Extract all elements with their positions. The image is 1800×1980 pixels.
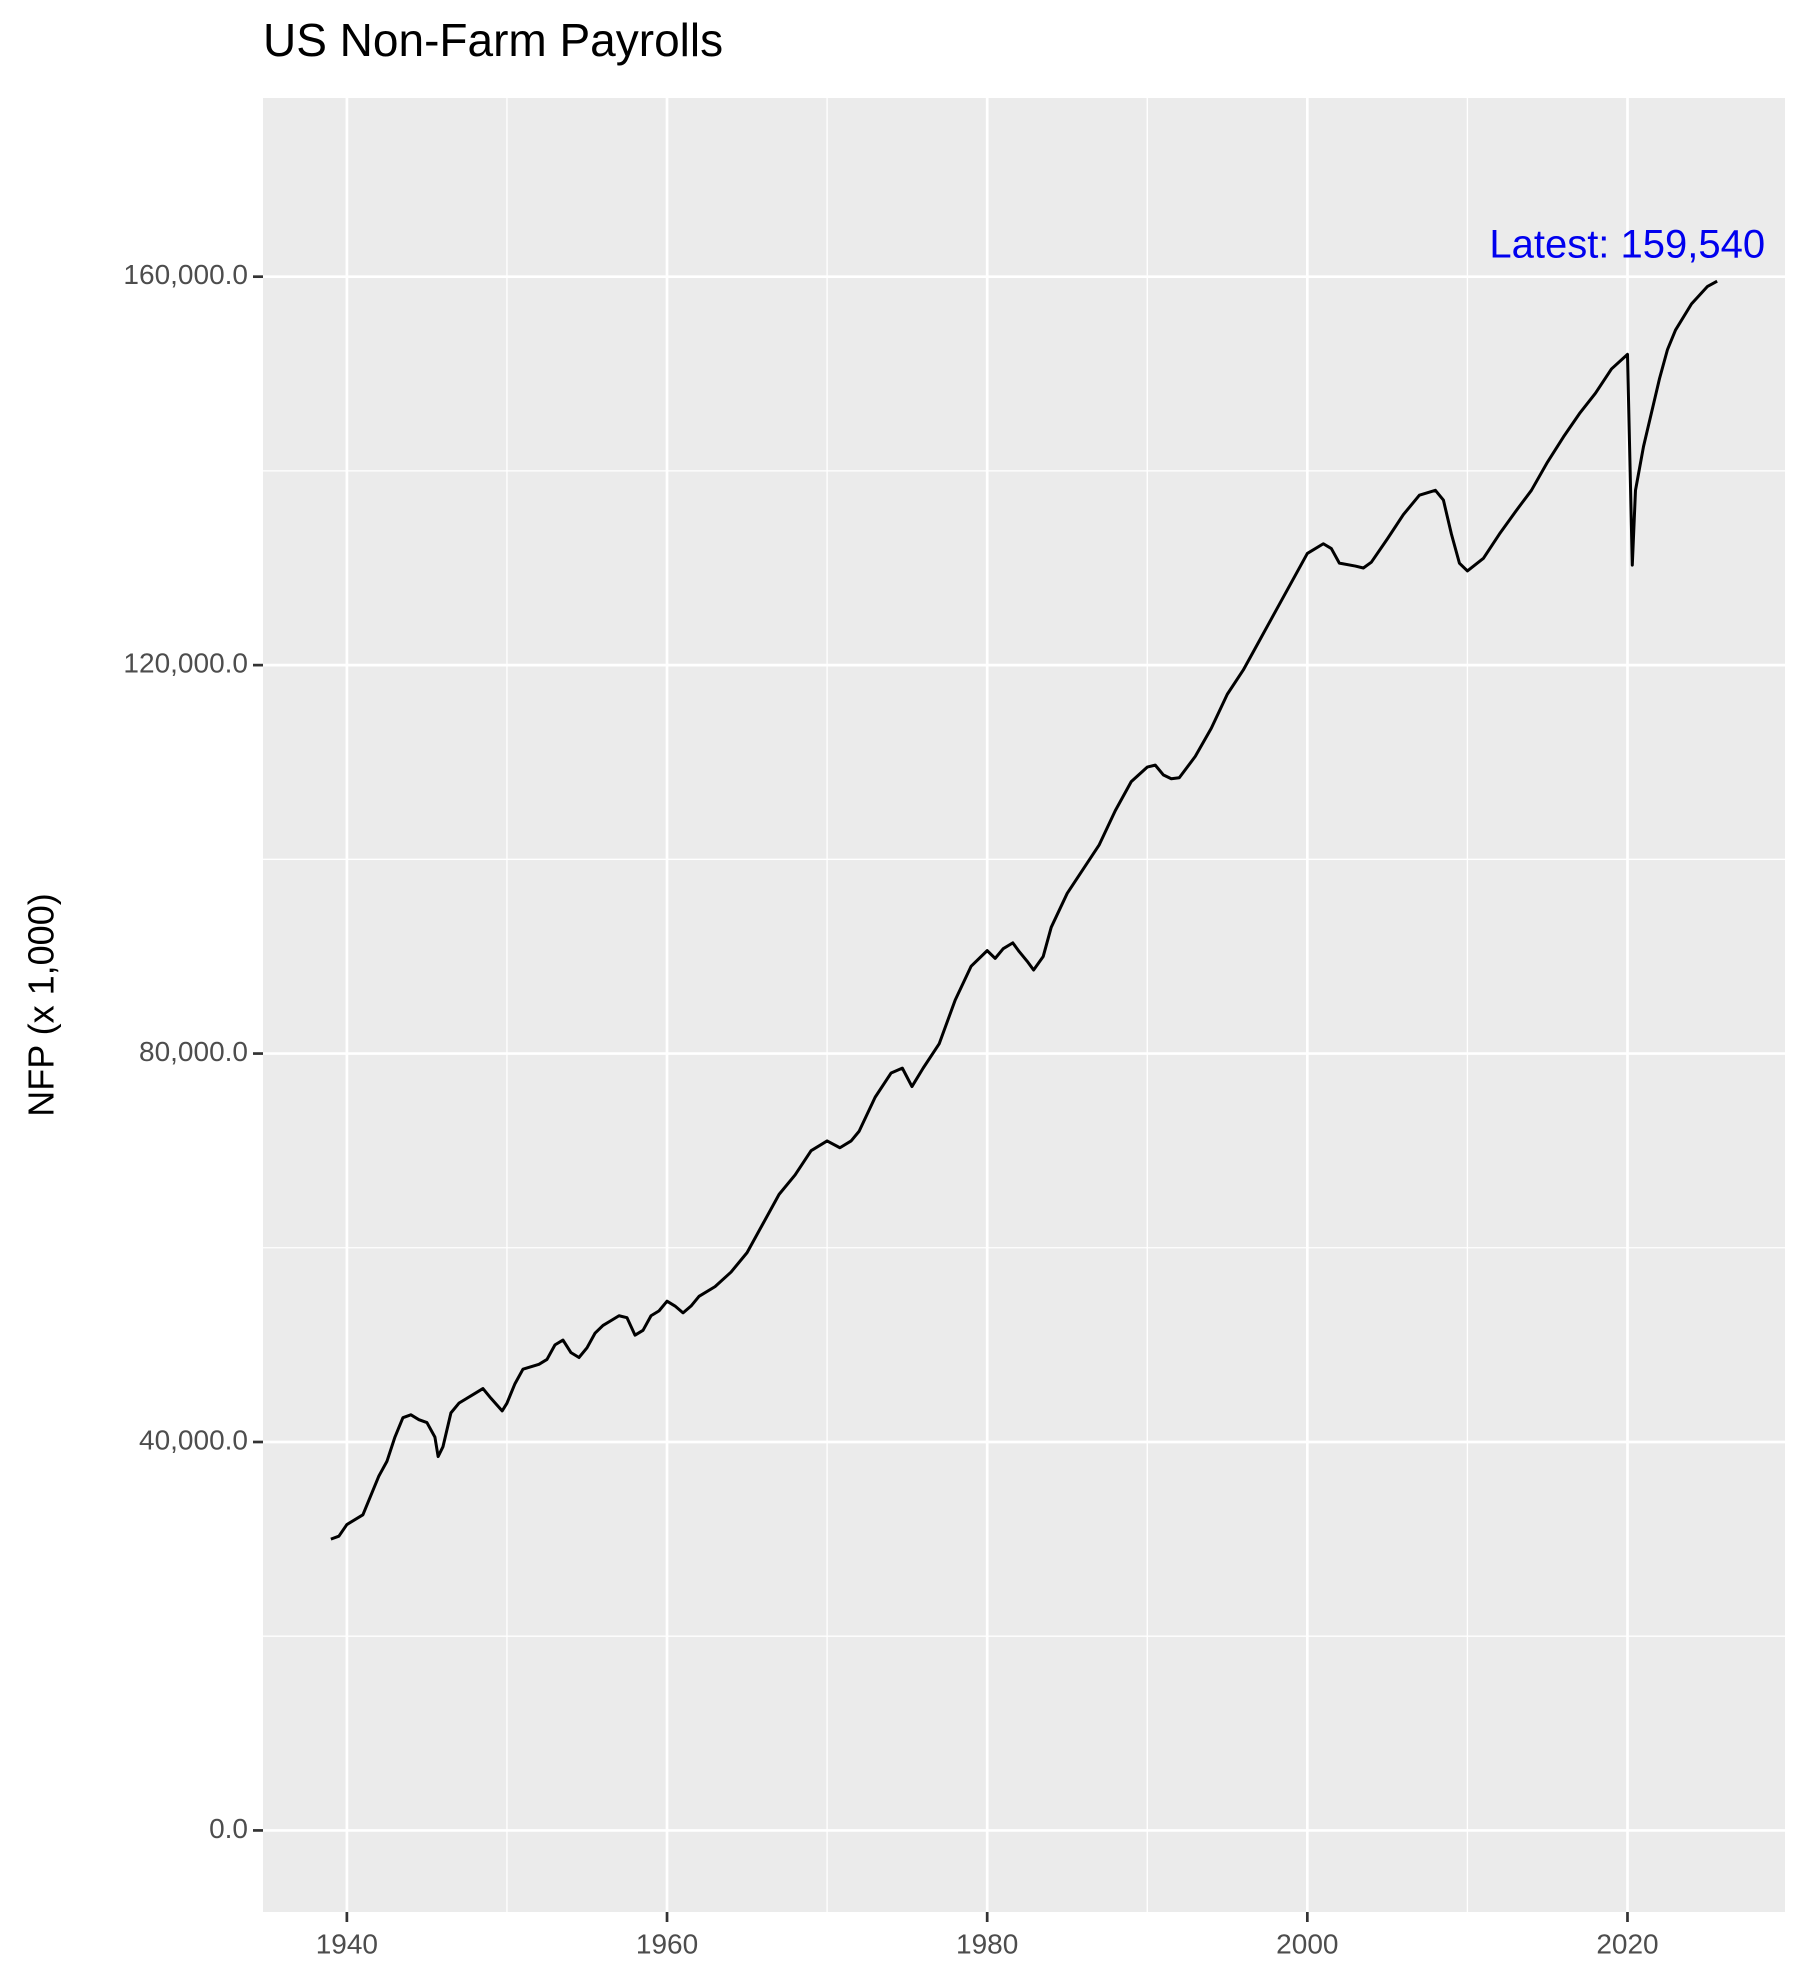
y-tick-label: 120,000.0 <box>123 648 248 679</box>
y-tick-label: 0.0 <box>209 1813 248 1844</box>
y-axis-label: NFP (x 1,000) <box>21 893 62 1116</box>
panel-background <box>263 98 1785 1912</box>
y-tick-label: 80,000.0 <box>139 1036 248 1067</box>
x-tick-label: 1960 <box>636 1928 698 1959</box>
annotation: Latest: 159,540 <box>1489 223 1765 267</box>
x-tick-label: 1940 <box>316 1928 378 1959</box>
x-tick-label: 1980 <box>956 1928 1018 1959</box>
data-line <box>330 279 1718 1541</box>
x-tick-label: 2020 <box>1596 1928 1658 1959</box>
x-tick-label: 2000 <box>1276 1928 1338 1959</box>
y-tick-label: 160,000.0 <box>123 259 248 290</box>
chart-title: US Non-Farm Payrolls <box>263 14 723 66</box>
y-tick-label: 40,000.0 <box>139 1424 248 1455</box>
